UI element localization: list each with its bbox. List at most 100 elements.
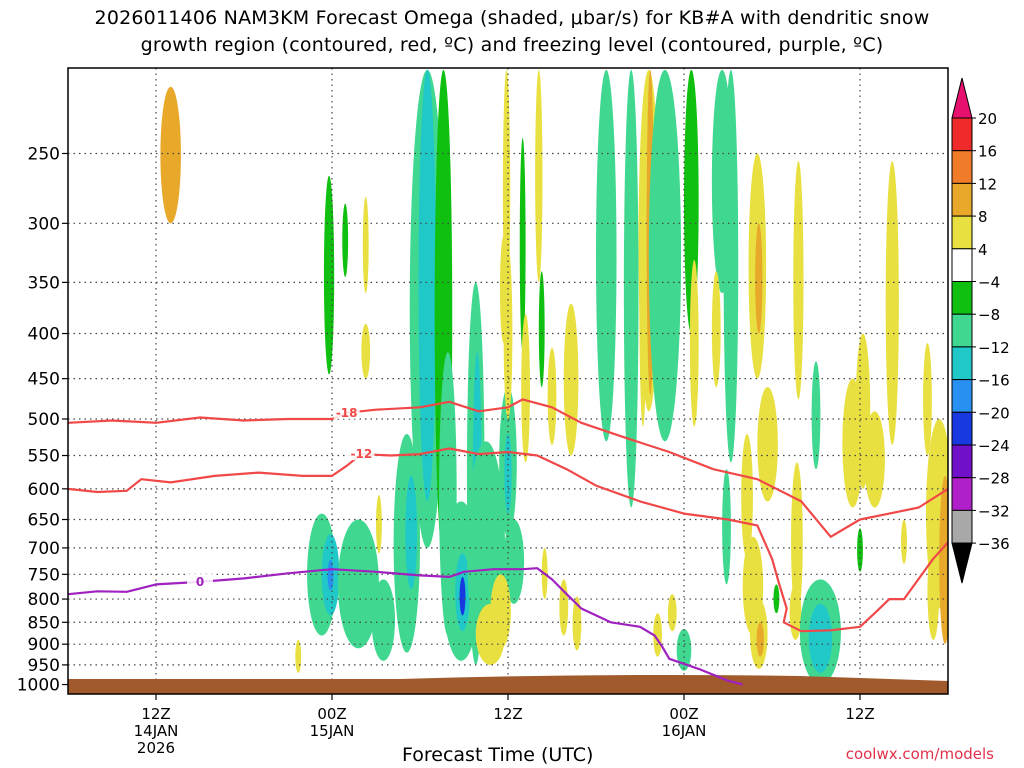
contour-label: 0: [196, 575, 204, 589]
omega-cell: [653, 613, 662, 657]
omega-cell: [376, 495, 382, 554]
colorbar-label: −8: [978, 306, 1000, 324]
omega-cell: [756, 622, 764, 657]
omega-cell: [504, 434, 512, 514]
omega-cell: [648, 69, 682, 442]
omega-cell: [563, 303, 579, 456]
omega-cell: [923, 342, 932, 456]
omega-cell: [722, 469, 731, 585]
colorbar-band: [951, 117, 973, 152]
colorbar-band: [951, 248, 973, 283]
x-tick-label: 00Z: [669, 705, 698, 723]
x-tick-label: 15JAN: [310, 722, 355, 740]
x-tick-label: 16JAN: [662, 722, 707, 740]
omega-cell: [572, 596, 582, 651]
omega-cell: [901, 519, 907, 564]
omega-cell: [676, 628, 692, 671]
omega-cell: [547, 347, 557, 445]
colorbar-label: 8: [978, 208, 988, 226]
omega-cell: [405, 475, 418, 590]
colorbar-label: −28: [978, 470, 1010, 488]
contour-label: -12: [350, 447, 372, 461]
omega-cell: [773, 584, 780, 614]
ground-band: [68, 675, 948, 694]
colorbar-label: 12: [978, 175, 997, 193]
omega-cell: [361, 323, 371, 379]
contour-label-bg: [333, 404, 360, 419]
omega-cell: [327, 559, 334, 591]
chart-title-line-2: growth region (contoured, red, ºC) and f…: [140, 34, 884, 56]
contour-lines: -18 -12 0: [68, 398, 948, 686]
contour-label: -18: [336, 406, 358, 420]
contour-line-minus18: [68, 398, 948, 538]
y-tick-label: 600: [28, 480, 60, 500]
colorbar-label: −12: [978, 339, 1010, 357]
omega-cell: [418, 69, 437, 502]
colorbar-label: −4: [978, 274, 1000, 292]
omega-cell: [160, 86, 181, 224]
y-axis-pressure: 2503003504004505005506006507007508008509…: [17, 144, 68, 696]
colorbar-label: −24: [978, 437, 1010, 455]
omega-cell: [857, 528, 863, 572]
x-tick-label: 00Z: [317, 705, 346, 723]
omega-cell: [323, 175, 335, 375]
omega-cell: [459, 576, 466, 616]
y-tick-label: 550: [28, 447, 60, 467]
colorbar-band: [951, 346, 973, 381]
site-credit: coolwx.com/models: [845, 745, 994, 763]
colorbar-band: [951, 150, 973, 184]
colorbar-label: −20: [978, 404, 1010, 422]
omega-cell: [596, 69, 617, 442]
colorbar-band: [951, 215, 973, 250]
omega-cell: [757, 387, 778, 502]
colorbar-band: [951, 411, 973, 446]
colorbar-label: 20: [978, 110, 997, 128]
y-tick-label: 350: [28, 273, 60, 293]
colorbar-band: [951, 379, 973, 413]
omega-cell: [499, 235, 508, 343]
colorbar-band: [951, 477, 973, 511]
omega-cell: [864, 411, 885, 508]
colorbar-label: −32: [978, 502, 1010, 520]
colorbar-bottom-arrow: [951, 542, 973, 584]
omega-cell: [793, 161, 804, 400]
omega-shading: [160, 69, 948, 685]
omega-cell: [755, 223, 763, 334]
x-axis-title: Forecast Time (UTC): [402, 744, 594, 766]
omega-cell: [503, 519, 525, 604]
x-tick-label: 12Z: [141, 705, 170, 723]
omega-cell: [538, 271, 545, 388]
contour-label-bg: [187, 573, 213, 588]
omega-cell: [521, 313, 530, 463]
colorbar-label: 4: [978, 241, 988, 259]
colorbar-band: [951, 281, 973, 315]
y-tick-label: 500: [28, 410, 60, 430]
x-tick-label: 14JAN: [134, 722, 179, 740]
colorbar-band: [951, 444, 973, 479]
colorbar-band: [951, 182, 973, 217]
y-tick-label: 250: [28, 144, 60, 164]
y-tick-label: 1000: [17, 676, 60, 696]
y-tick-label: 450: [28, 370, 60, 390]
y-tick-label: 650: [28, 511, 60, 531]
omega-cell: [885, 161, 899, 445]
omega-cell: [371, 579, 396, 661]
colorbar-top-arrow: [951, 77, 973, 119]
x-tick-label: 12Z: [845, 705, 874, 723]
omega-cell: [741, 434, 753, 559]
omega-cell: [927, 542, 940, 640]
y-tick-label: 950: [28, 656, 60, 676]
omega-cell: [295, 639, 302, 673]
y-tick-label: 300: [28, 214, 60, 234]
colorbar-band: [951, 509, 973, 544]
omega-cell: [939, 475, 948, 645]
chart-title-line-1: 2026011406 NAM3KM Forecast Omega (shaded…: [94, 7, 930, 29]
omega-cell: [711, 271, 721, 388]
y-tick-label: 900: [28, 635, 60, 655]
omega-cell: [342, 203, 349, 277]
omega-cell: [789, 584, 802, 640]
colorbar-label: −36: [978, 535, 1010, 553]
omega-colorbar: 20 16 12 8 4 −4 −8 −12 −16 −20 −24 −28 −32 −36: [951, 77, 1010, 584]
omega-cell: [667, 594, 677, 632]
